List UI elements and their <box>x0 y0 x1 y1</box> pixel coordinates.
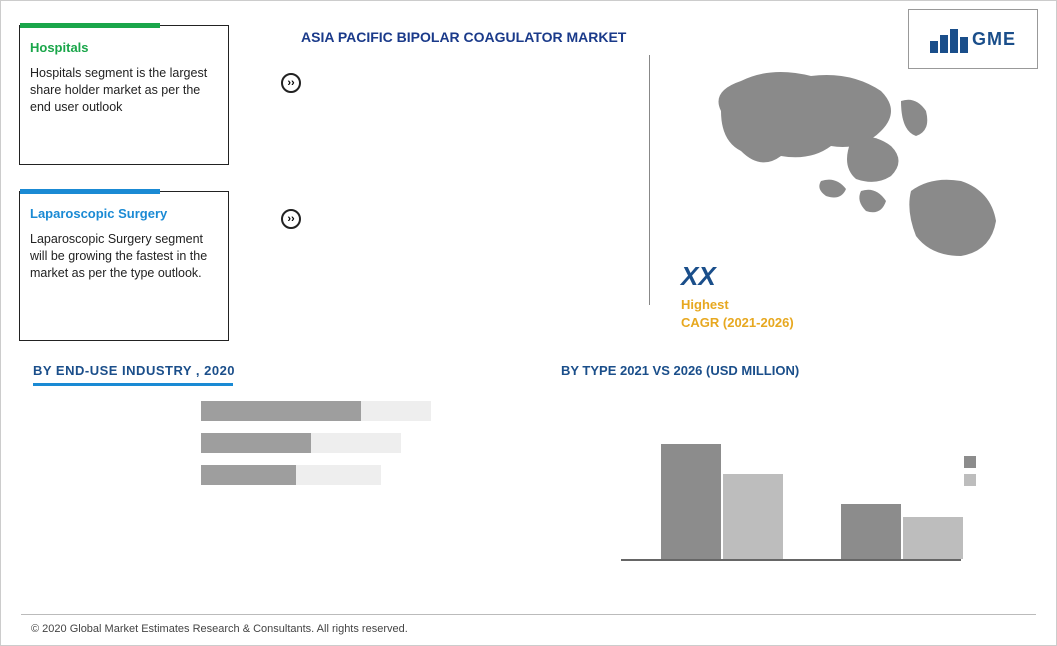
heading-underline <box>33 383 233 386</box>
legend-item <box>964 456 981 468</box>
infographic-page: GME ASIA PACIFIC BIPOLAR COAGULATOR MARK… <box>0 0 1057 646</box>
vbar <box>903 517 963 559</box>
card-accent-bar <box>20 189 160 194</box>
vbar <box>841 504 901 559</box>
vertical-divider <box>649 55 650 305</box>
card-title: Laparoscopic Surgery <box>30 206 218 221</box>
hbar-row <box>201 401 451 421</box>
footer-divider <box>21 614 1036 615</box>
vbar-plot-area <box>621 411 961 561</box>
logo-row: GME <box>930 25 1016 53</box>
chevron-right-icon: ›› <box>281 73 301 93</box>
asia-pacific-map-icon <box>701 61 1021 271</box>
vbar <box>723 474 783 559</box>
vbar <box>661 444 721 559</box>
legend-item <box>964 474 981 486</box>
page-title: ASIA PACIFIC BIPOLAR COAGULATOR MARKET <box>301 29 626 45</box>
gme-logo: GME <box>908 9 1038 69</box>
hbar-row <box>201 433 451 453</box>
card-title: Hospitals <box>30 40 218 55</box>
hbar-row <box>201 465 451 485</box>
cagr-label-highest: Highest <box>681 297 729 312</box>
chevron-right-icon: ›› <box>281 209 301 229</box>
logo-bars-icon <box>930 25 968 53</box>
insight-card-laparoscopic: Laparoscopic Surgery Laparoscopic Surger… <box>19 191 229 341</box>
section-heading-type: BY TYPE 2021 VS 2026 (USD MILLION) <box>561 363 799 378</box>
cagr-label-range: CAGR (2021-2026) <box>681 315 794 330</box>
copyright-text: © 2020 Global Market Estimates Research … <box>31 623 408 635</box>
type-vbar-chart <box>561 401 981 581</box>
logo-text: GME <box>972 29 1016 50</box>
insight-card-hospitals: Hospitals Hospitals segment is the large… <box>19 25 229 165</box>
section-heading-enduse: BY END-USE INDUSTRY , 2020 <box>33 363 235 378</box>
cagr-value: XX <box>681 261 716 292</box>
chart-legend <box>964 456 981 492</box>
card-body-text: Laparoscopic Surgery segment will be gro… <box>30 231 218 282</box>
card-accent-bar <box>20 23 160 28</box>
enduse-hbar-chart <box>201 401 451 497</box>
card-body-text: Hospitals segment is the largest share h… <box>30 65 218 116</box>
